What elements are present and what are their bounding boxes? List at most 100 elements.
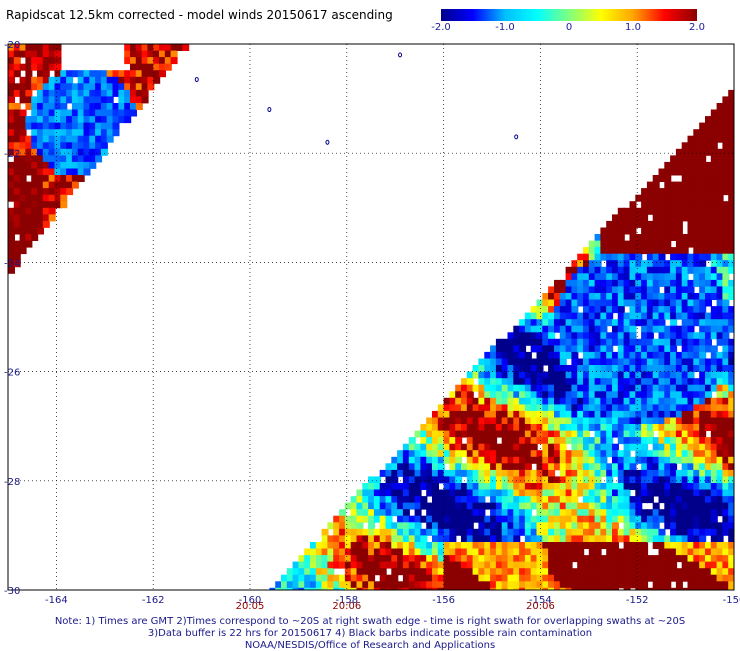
wind-diff-cell [629,358,637,366]
wind-diff-cell [443,417,451,425]
wind-diff-cell [664,371,672,379]
wind-diff-cell [571,528,579,536]
wind-diff-cell [646,332,654,340]
wind-diff-cell [472,489,480,497]
wind-diff-cell [530,417,538,425]
wind-diff-cell [548,306,556,314]
wind-diff-cell [565,450,573,458]
wind-diff-cell [716,279,724,287]
wind-diff-cell [548,450,556,458]
wind-diff-cell [606,240,614,248]
wind-diff-cell [681,201,689,209]
wind-diff-cell [478,502,486,510]
wind-diff-cell [25,44,33,51]
wind-diff-cell [658,548,666,556]
wind-diff-cell [461,450,468,458]
wind-diff-cell [641,548,649,556]
wind-diff-cell [693,424,701,431]
wind-diff-cell [658,338,666,346]
wind-diff-cell [652,443,660,451]
wind-diff-cell [705,365,712,372]
wind-diff-cell [629,201,637,209]
wind-diff-cell [681,345,689,353]
island-outline [514,134,519,140]
wind-diff-cell [83,148,91,156]
wind-diff-cell [83,155,91,163]
wind-diff-cell [728,175,734,182]
wind-diff-cell [670,332,678,340]
wind-diff-cell [687,155,695,163]
wind-diff-cell [617,437,625,445]
wind-diff-cell [60,168,68,176]
wind-diff-cell [130,70,137,78]
wind-diff-cell [594,338,602,346]
wind-diff-cell [635,450,643,458]
wind-diff-cell [455,581,463,589]
wind-diff-cell [559,430,567,438]
wind-diff-cell [571,312,579,320]
wind-diff-cell [612,299,619,307]
wind-diff-cell [670,535,678,543]
wind-diff-cell [542,404,550,412]
wind-diff-cell [641,306,649,314]
wind-diff-cell [490,489,498,497]
wind-diff-cell [554,384,561,392]
wind-diff-cell [577,489,585,497]
wind-diff-cell [443,502,451,510]
wind-diff-cell [461,528,468,536]
wind-diff-cell [19,227,27,235]
wind-diff-cell [507,365,515,372]
wind-diff-cell [623,502,631,510]
wind-diff-cell [629,365,637,372]
wind-diff-cell [484,542,492,549]
wind-diff-cell [490,483,498,490]
wind-diff-cell [333,515,341,523]
wind-diff-cell [13,63,21,71]
wind-diff-cell [327,535,335,543]
wind-diff-cell [455,483,463,490]
wind-diff-cell [339,574,347,582]
wind-diff-cell [519,587,527,590]
wind-diff-cell [13,109,21,117]
wind-diff-cell [594,542,602,549]
wind-diff-cell [675,181,683,189]
wind-diff-cell [8,214,15,222]
wind-diff-cell [687,568,695,576]
wind-diff-cell [112,129,120,137]
wind-diff-cell [48,142,56,150]
wind-diff-cell [670,574,678,582]
wind-diff-cell [368,535,376,543]
wind-diff-cell [675,325,683,333]
wind-diff-cell [385,535,393,543]
wind-diff-cell [478,384,486,392]
wind-diff-cell [681,319,689,327]
wind-diff-cell [612,581,619,589]
wind-diff-cell [594,515,602,523]
wind-diff-cell [71,135,79,143]
wind-diff-cell [147,83,155,91]
wind-diff-cell [641,555,649,563]
wind-diff-cell [60,129,68,137]
wind-diff-cell [536,325,544,333]
wind-diff-cell [687,430,695,438]
wind-diff-cell [699,260,707,268]
wind-diff-cell [716,528,724,536]
wind-diff-cell [641,522,649,530]
wind-diff-cell [722,476,730,484]
wind-diff-cell [722,168,730,176]
wind-diff-cell [513,358,521,366]
wind-diff-cell [571,286,579,294]
wind-diff-cell [699,561,707,569]
wind-diff-cell [705,397,712,405]
wind-diff-cell [466,397,474,405]
wind-diff-cell [524,502,532,510]
wind-diff-cell [646,404,654,412]
wind-diff-cell [699,489,707,497]
wind-diff-cell [652,404,660,412]
wind-diff-cell [292,574,300,582]
wind-diff-cell [327,542,335,549]
wind-diff-cell [501,515,509,523]
wind-diff-cell [42,109,50,117]
wind-diff-cell [693,253,701,261]
wind-diff-cell [402,528,410,536]
